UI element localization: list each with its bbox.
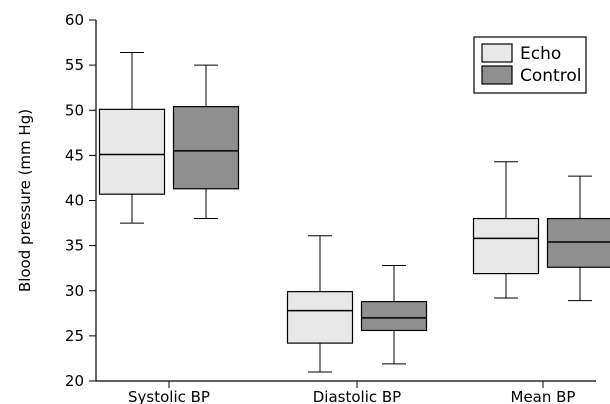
legend-swatch [481,65,513,85]
y-axis-label: Blood pressure (mm Hg) [16,109,34,292]
box-echo-1 [286,235,354,373]
y-tick-label: 30 [65,282,84,300]
y-tick-label: 40 [65,192,84,210]
y-tick-label: 50 [65,101,84,119]
legend-label: Control [520,66,581,86]
iqr-box [472,217,540,275]
y-tick-label: 25 [65,327,84,345]
y-tick-label: 60 [65,11,84,29]
iqr-box [98,108,166,195]
y-tick-label: 35 [65,237,84,255]
iqr-box [360,300,428,332]
legend-label: Echo [520,44,561,64]
box-control-2 [546,175,610,302]
box-control-0 [172,64,240,220]
boxes [98,51,610,373]
y-tick-label: 55 [65,56,84,74]
iqr-box [286,291,354,344]
box-echo-2 [472,161,540,299]
legend-swatch [481,43,513,63]
y-tick-label: 45 [65,146,84,164]
x-tick-label: Systolic BP [128,388,210,404]
box-control-1 [360,264,428,365]
axes: 20 25 30 35 40 45 50 55 60 Systolic BP Diastolic B… [65,11,596,404]
y-tick-label: 20 [65,372,84,390]
iqr-box [172,106,240,190]
iqr-box [546,217,610,268]
x-tick-label: Diastolic BP [313,388,401,404]
box-echo-0 [98,51,166,224]
x-tick-label: Mean BP [511,388,576,404]
